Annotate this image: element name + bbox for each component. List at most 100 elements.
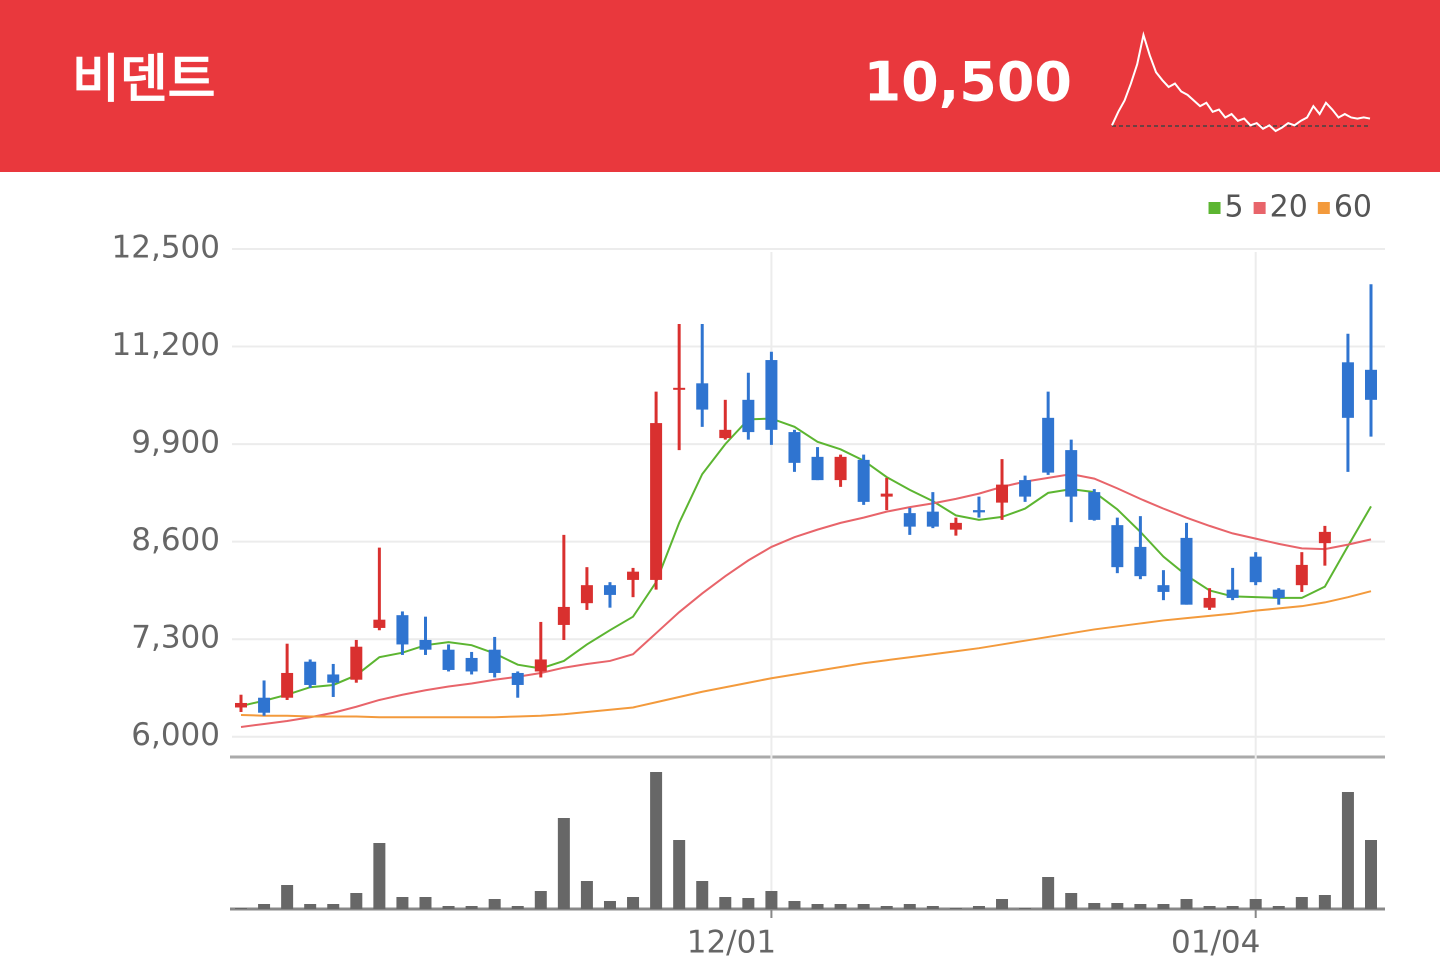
candle-body [1019, 480, 1032, 497]
legend-label: 60 [1334, 190, 1372, 225]
ma-line [240, 590, 1372, 719]
candle-body [926, 511, 939, 527]
candle-body [696, 383, 709, 410]
candle-body [788, 432, 801, 463]
volume-bar [1318, 895, 1331, 909]
volume-bar [304, 904, 317, 909]
candle-body [396, 615, 409, 645]
volume-bar [696, 881, 709, 909]
candle-body [834, 456, 847, 481]
volume-bar [1365, 840, 1377, 909]
volume-bar [1134, 904, 1147, 909]
ma-line [240, 473, 1372, 728]
y-tick-label: 8,600 [131, 522, 220, 558]
y-tick-label: 12,500 [112, 230, 220, 266]
candle-body [419, 639, 432, 650]
header-bar [0, 0, 1440, 172]
candle-body [903, 513, 916, 527]
candle-body [1042, 417, 1055, 473]
candle-body [949, 522, 962, 530]
candle-body [442, 649, 455, 670]
candle-body [488, 649, 501, 673]
candle-body [1295, 564, 1308, 586]
candle-body [1272, 589, 1285, 598]
volume-bar [880, 906, 893, 909]
candle-body [1065, 450, 1078, 497]
candle-body [534, 659, 547, 672]
volume-bar [465, 906, 478, 909]
candle-body [650, 423, 663, 580]
candle-body [304, 661, 317, 685]
stock-name: 비덴트 [72, 50, 216, 110]
volume-bar [1019, 908, 1032, 909]
volume-bar [580, 881, 593, 909]
candle-body [765, 360, 778, 430]
volume-bar [788, 901, 801, 909]
candle-body [511, 672, 524, 685]
volume-bar [511, 906, 524, 909]
x-tick-label: 12/01 [687, 925, 776, 961]
volume-bar [1042, 877, 1055, 909]
legend-label: 5 [1225, 190, 1244, 225]
candle-body [465, 657, 478, 672]
candle-body [603, 585, 616, 595]
candle-body [996, 484, 1009, 503]
candle-body [350, 646, 363, 680]
x-tick-label: 01/04 [1171, 925, 1260, 961]
volume-bar [673, 840, 686, 909]
volume-bar [949, 908, 962, 909]
candle-body [742, 399, 755, 433]
candle-body [673, 387, 686, 390]
candle-body [880, 493, 893, 497]
volume-bar [650, 772, 663, 909]
candle-body [972, 510, 985, 513]
volume-bar [1065, 893, 1078, 909]
candle-body [1180, 537, 1193, 605]
volume-bar [557, 818, 570, 909]
y-tick-label: 9,900 [131, 425, 220, 461]
candle-body [1157, 585, 1170, 592]
legend-swatch [1208, 202, 1221, 214]
volume-bar [765, 891, 778, 909]
volume-bar [235, 908, 247, 909]
candle-body [1088, 492, 1101, 520]
candle-body [719, 429, 732, 439]
candle-body [1365, 369, 1377, 400]
candle-body [1203, 597, 1216, 608]
legend-label: 20 [1270, 190, 1308, 225]
volume-bar [534, 891, 547, 909]
volume-bar [603, 901, 616, 909]
ma-line [240, 417, 1372, 707]
volume-bar [1272, 906, 1285, 909]
volume-bar [857, 904, 870, 909]
y-tick-label: 11,200 [112, 327, 220, 363]
candle-body [627, 571, 640, 580]
candle-body [327, 674, 340, 683]
volume-bar [1249, 899, 1262, 909]
volume-bar [281, 885, 294, 909]
volume-bar [742, 898, 755, 909]
volume-bar [1180, 899, 1193, 909]
candle-body [857, 459, 870, 502]
volume-bar [258, 904, 271, 909]
volume-bar [373, 843, 386, 909]
volume-bar [1295, 897, 1308, 909]
y-tick-label: 7,300 [131, 620, 220, 656]
volume-bar [419, 897, 432, 909]
volume-bar [442, 906, 455, 909]
legend-swatch [1317, 202, 1330, 214]
volume-bar [811, 904, 824, 909]
candle-body [235, 702, 247, 708]
volume-bar [972, 906, 985, 909]
volume-bar [834, 904, 847, 909]
candle-body [1249, 556, 1262, 583]
y-tick-label: 6,000 [131, 717, 220, 753]
volume-bar [926, 906, 939, 909]
volume-bar [1226, 906, 1239, 909]
volume-bar [719, 897, 732, 909]
candle-body [1226, 589, 1239, 598]
candle-body [811, 456, 824, 481]
candle-body [557, 606, 570, 625]
price: 10,500 [864, 51, 1072, 114]
